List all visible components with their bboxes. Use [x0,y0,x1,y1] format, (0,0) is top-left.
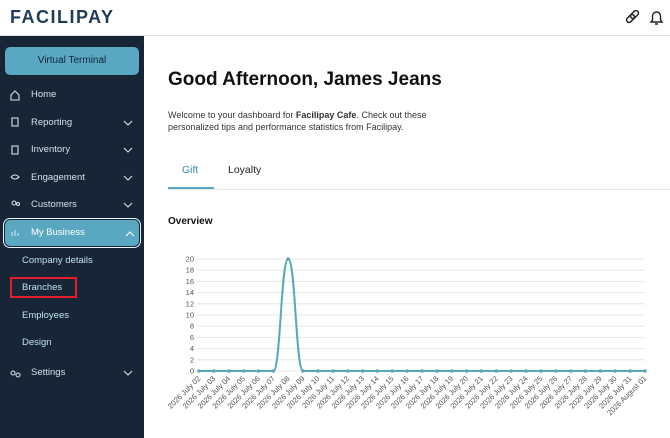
point [464,369,469,373]
point [197,369,201,373]
point [212,369,216,373]
virtual-terminal-button[interactable]: Virtual Terminal [5,47,139,75]
point [271,369,276,373]
nav-item[interactable]: Engagement [31,172,85,183]
point [583,369,588,373]
point [405,369,409,373]
bell-icon[interactable] [649,11,664,25]
nav-item[interactable]: Home [31,89,57,100]
text: Welcome to your dashboard for [168,110,296,120]
tab-divider [168,189,670,190]
point [598,369,603,373]
y-tick-label: 18 [186,266,194,275]
highlight-box [10,277,77,298]
point [345,369,350,373]
y-tick-label: 12 [186,299,194,308]
welcome-text: Welcome to your dashboard for Facilipay … [168,109,438,133]
link-icon[interactable] [625,9,640,24]
point [449,369,454,373]
sub-item[interactable]: Branches [22,282,63,293]
point [226,369,231,373]
point [435,369,439,373]
point [286,257,291,261]
point [554,369,558,373]
header: FACILIPAY [0,0,670,36]
point [479,369,484,373]
point [360,369,365,373]
sub-item[interactable]: Company details [22,255,93,266]
point [390,369,395,373]
section-title: Overview [168,216,213,227]
y-tick-label: 20 [186,255,194,264]
active-item-bg [3,218,141,248]
y-tick-label: 0 [190,367,194,376]
y-tick-label: 2 [190,355,194,364]
text: . Check out these personalized tips and … [168,110,427,132]
point [509,369,513,373]
nav-item[interactable]: Customers [31,199,77,210]
sub-item[interactable]: Design [22,337,52,348]
sidebar: Virtual Terminal Home Reporting Inventor… [0,36,144,438]
nav-item[interactable]: My Business [31,227,85,238]
y-tick-label: 6 [190,333,194,342]
header-icons [625,9,664,25]
nav-item[interactable]: Settings [31,367,66,378]
point [628,369,632,373]
point [524,369,528,373]
point [494,369,499,373]
sub-item[interactable]: Employees [22,310,69,321]
icons [10,90,135,378]
point [316,369,320,373]
tab[interactable]: Gift [182,164,199,176]
point [301,369,305,373]
business-name: Facilipay Cafe [295,110,357,120]
point [420,369,424,373]
point [256,369,261,373]
point [241,369,246,373]
greeting: Good Afternoon, James Jeans [168,69,442,90]
y-tick-label: 8 [190,322,194,331]
point [375,369,380,373]
nav-item[interactable]: Reporting [31,117,73,128]
y-tick-label: 4 [190,344,194,353]
y-tick-label: 10 [186,311,194,320]
tab[interactable]: Loyalty [228,164,262,176]
y-tick-label: 16 [186,277,194,286]
point [568,369,573,373]
tab-underline [168,187,214,189]
point [331,369,335,373]
nav-item[interactable]: Inventory [31,144,71,155]
point [539,369,543,373]
point [613,369,618,373]
logo[interactable]: FACILIPAY [10,7,115,27]
y-tick-label: 14 [186,288,194,297]
sidebar-icons [10,90,135,378]
point [643,369,647,373]
